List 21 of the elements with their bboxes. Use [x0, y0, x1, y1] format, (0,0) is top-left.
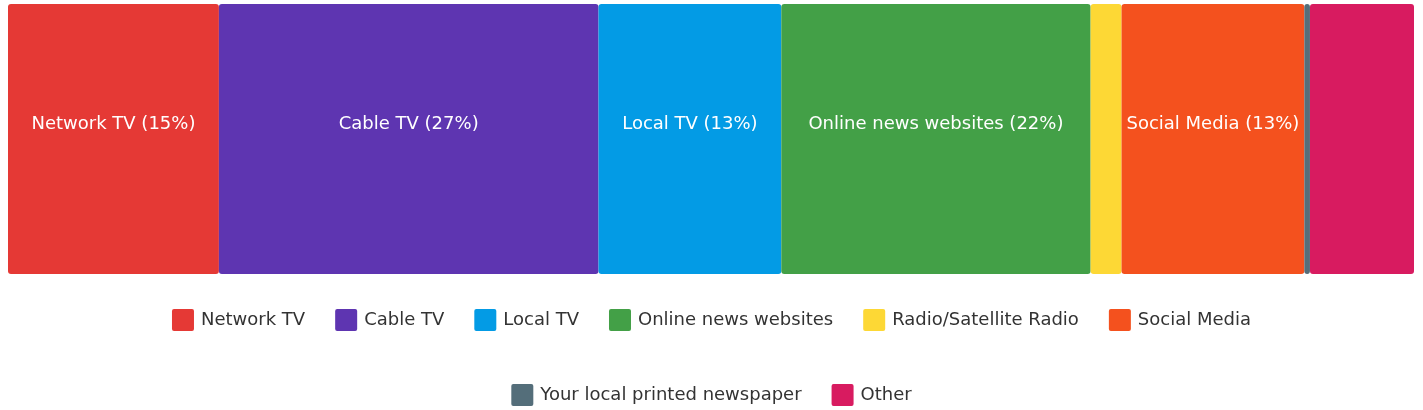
- data-label: Social Media (13%): [1126, 112, 1300, 133]
- bar: [1090, 4, 1122, 274]
- bar: [1121, 4, 1305, 274]
- data-label: Network TV (15%): [31, 112, 196, 133]
- legend-label: Other: [860, 383, 913, 404]
- legend-label: Radio/Satellite Radio: [892, 308, 1079, 329]
- data-label: Cable TV (27%): [338, 112, 479, 133]
- legend-label: Local TV: [503, 308, 580, 329]
- legend-label: Social Media: [1137, 308, 1252, 329]
- bar: [218, 4, 599, 274]
- bar: [1304, 4, 1310, 274]
- bar: [8, 4, 219, 274]
- bar: [781, 4, 1091, 274]
- legend-label: Your local printed newspaper: [539, 383, 803, 404]
- bar: [598, 4, 782, 274]
- data-label: Online news websites (22%): [808, 112, 1064, 133]
- legend-label: Network TV: [200, 308, 306, 329]
- bar: [1309, 4, 1414, 274]
- data-label: Local TV (13%): [622, 112, 758, 133]
- legend-label: Online news websites: [637, 308, 834, 329]
- legend-label: Cable TV: [364, 308, 445, 329]
